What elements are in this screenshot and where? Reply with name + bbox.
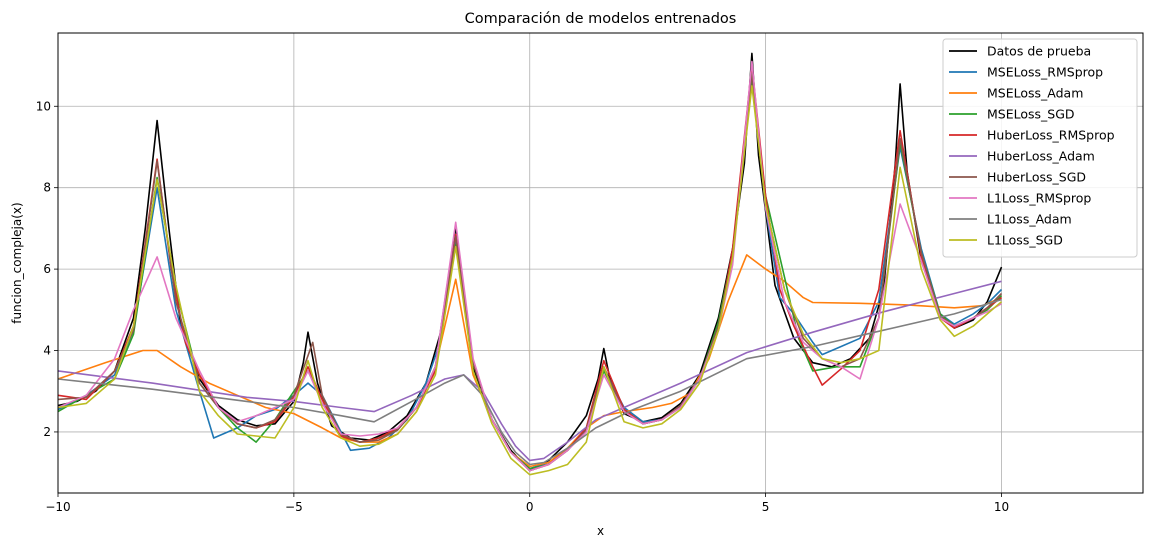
legend: Datos de prueba MSELoss_RMSprop MSELoss_Ad…: [942, 38, 1138, 258]
series-line-l1loss-rmsprop: [57, 60, 1002, 472]
y-tick-label: 6: [43, 262, 51, 276]
series-line-l1loss-sgd: [57, 85, 1003, 476]
legend-label: L1Loss_RMSprop: [987, 191, 1091, 206]
legend-box: [942, 38, 1138, 258]
series-layer: [57, 52, 1003, 476]
legend-label: Datos de prueba: [987, 44, 1091, 59]
y-tick-label: 4: [43, 344, 51, 358]
legend-label: MSELoss_Adam: [987, 86, 1083, 101]
x-tick-label: 5: [762, 500, 770, 514]
legend-label: HuberLoss_SGD: [987, 170, 1086, 185]
legend-label: HuberLoss_RMSprop: [987, 128, 1115, 143]
y-tick-label: 2: [43, 425, 51, 439]
legend-label: L1Loss_Adam: [987, 212, 1072, 227]
x-axis-label: x: [597, 524, 604, 538]
y-axis-label: funcion_compleja(x): [10, 202, 24, 323]
legend-label: MSELoss_RMSprop: [987, 65, 1103, 80]
axis-ticks: −10 −5 0 5 10 2 4 6 8 10: [36, 99, 1009, 514]
legend-label: MSELoss_SGD: [987, 107, 1075, 122]
y-tick-label: 10: [36, 99, 51, 113]
x-tick-label: −5: [285, 500, 303, 514]
legend-label: L1Loss_SGD: [987, 233, 1063, 248]
x-tick-label: −10: [45, 500, 70, 514]
legend-label: HuberLoss_Adam: [987, 149, 1095, 164]
series-line-mseloss-adam: [57, 254, 1002, 468]
plot-frame: [57, 32, 1144, 494]
chart-title: Comparación de modelos entrenados: [465, 11, 737, 27]
series-line-huberloss-adam: [57, 280, 1002, 462]
y-tick-label: 8: [43, 181, 51, 195]
x-tick-label: 10: [994, 500, 1009, 514]
x-tick-label: 0: [526, 500, 534, 514]
